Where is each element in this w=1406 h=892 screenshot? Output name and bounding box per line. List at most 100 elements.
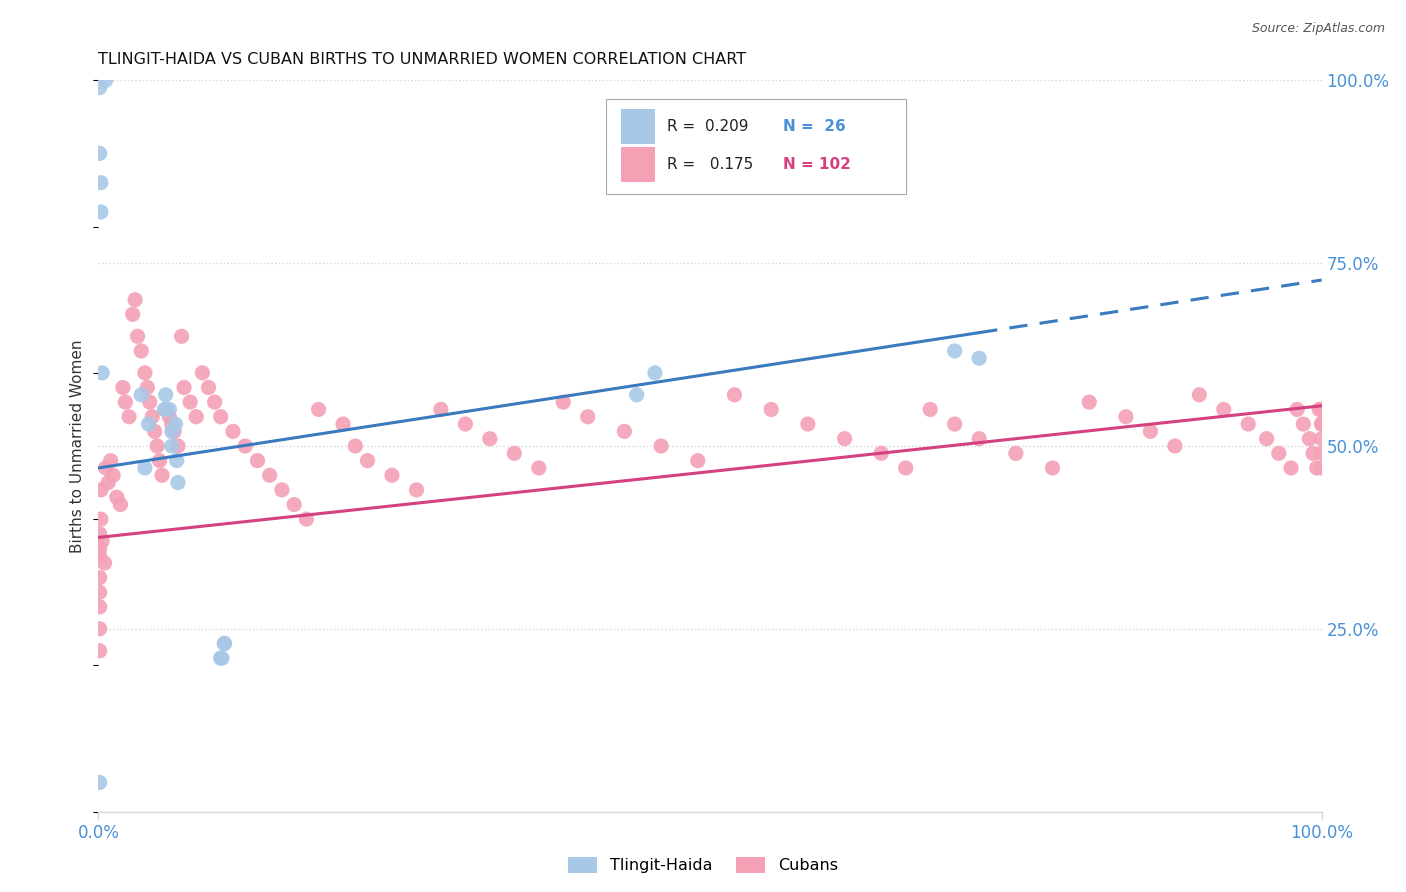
Point [160, 417, 183, 431]
Point [233, 439, 256, 453]
Point [1078, 395, 1101, 409]
Point [197, 380, 219, 394]
Point [967, 432, 990, 446]
Point [834, 432, 856, 446]
Point [967, 351, 990, 366]
Point [90, 176, 112, 190]
Point [332, 417, 354, 431]
Point [118, 409, 141, 424]
Text: Source: ZipAtlas.com: Source: ZipAtlas.com [1251, 22, 1385, 36]
Point [222, 425, 245, 439]
Point [134, 366, 156, 380]
Point [1188, 388, 1211, 402]
Point [270, 483, 294, 497]
FancyBboxPatch shape [620, 109, 655, 144]
Text: R =   0.175: R = 0.175 [668, 157, 754, 172]
Point [89, 80, 111, 95]
Point [160, 439, 183, 453]
Point [89, 622, 111, 636]
Point [576, 409, 599, 424]
Point [91, 534, 114, 549]
Point [650, 439, 672, 453]
Point [138, 417, 160, 431]
Point [93, 556, 115, 570]
Point [1115, 409, 1137, 424]
Point [149, 453, 172, 467]
Point [686, 453, 709, 467]
Point [246, 453, 269, 467]
Point [613, 425, 636, 439]
Point [97, 475, 120, 490]
Point [89, 526, 111, 541]
Y-axis label: Births to Unmarried Women: Births to Unmarried Women [70, 339, 86, 553]
Point [1310, 402, 1333, 417]
Point [170, 329, 193, 343]
Point [1310, 461, 1333, 475]
Point [165, 417, 187, 431]
Point [89, 585, 111, 599]
FancyBboxPatch shape [606, 99, 905, 194]
Point [1139, 425, 1161, 439]
Point [129, 343, 152, 358]
Point [1302, 446, 1324, 460]
Point [167, 439, 190, 453]
Point [163, 425, 186, 439]
Point [155, 402, 177, 417]
Point [94, 461, 117, 475]
Point [761, 402, 783, 417]
Point [89, 541, 111, 556]
Point [173, 380, 195, 394]
Point [1042, 461, 1064, 475]
Point [1310, 446, 1333, 460]
Point [167, 475, 190, 490]
Point [209, 409, 232, 424]
Point [797, 417, 820, 431]
Point [1286, 402, 1309, 417]
Point [920, 402, 942, 417]
Point [89, 146, 111, 161]
Point [110, 498, 132, 512]
Point [644, 366, 666, 380]
Point [295, 512, 318, 526]
Point [1310, 417, 1333, 431]
Point [146, 439, 169, 453]
Point [1308, 402, 1330, 417]
Point [166, 453, 188, 467]
Point [943, 417, 966, 431]
Point [155, 388, 177, 402]
Point [101, 468, 124, 483]
Point [160, 425, 183, 439]
Point [100, 453, 122, 467]
Point [114, 395, 136, 409]
Point [141, 409, 163, 424]
Point [478, 432, 501, 446]
Point [139, 395, 162, 409]
Point [344, 439, 367, 453]
Point [134, 461, 156, 475]
Point [283, 498, 305, 512]
Point [1237, 417, 1260, 431]
Point [111, 380, 134, 394]
Point [430, 402, 453, 417]
Text: N =  26: N = 26 [783, 119, 846, 134]
Point [1298, 432, 1320, 446]
Point [214, 636, 236, 650]
Point [89, 644, 111, 658]
Point [1292, 417, 1315, 431]
Point [127, 329, 149, 343]
Point [454, 417, 477, 431]
Point [89, 599, 111, 614]
Point [150, 468, 173, 483]
Point [1256, 432, 1278, 446]
Point [1279, 461, 1302, 475]
Point [129, 388, 152, 402]
Point [1310, 417, 1333, 431]
Point [894, 461, 917, 475]
Text: TLINGIT-HAIDA VS CUBAN BIRTHS TO UNMARRIED WOMEN CORRELATION CHART: TLINGIT-HAIDA VS CUBAN BIRTHS TO UNMARRI… [98, 52, 747, 67]
Point [943, 343, 966, 358]
Point [503, 446, 526, 460]
Point [157, 409, 180, 424]
Point [405, 483, 427, 497]
Point [91, 366, 114, 380]
Point [209, 651, 232, 665]
